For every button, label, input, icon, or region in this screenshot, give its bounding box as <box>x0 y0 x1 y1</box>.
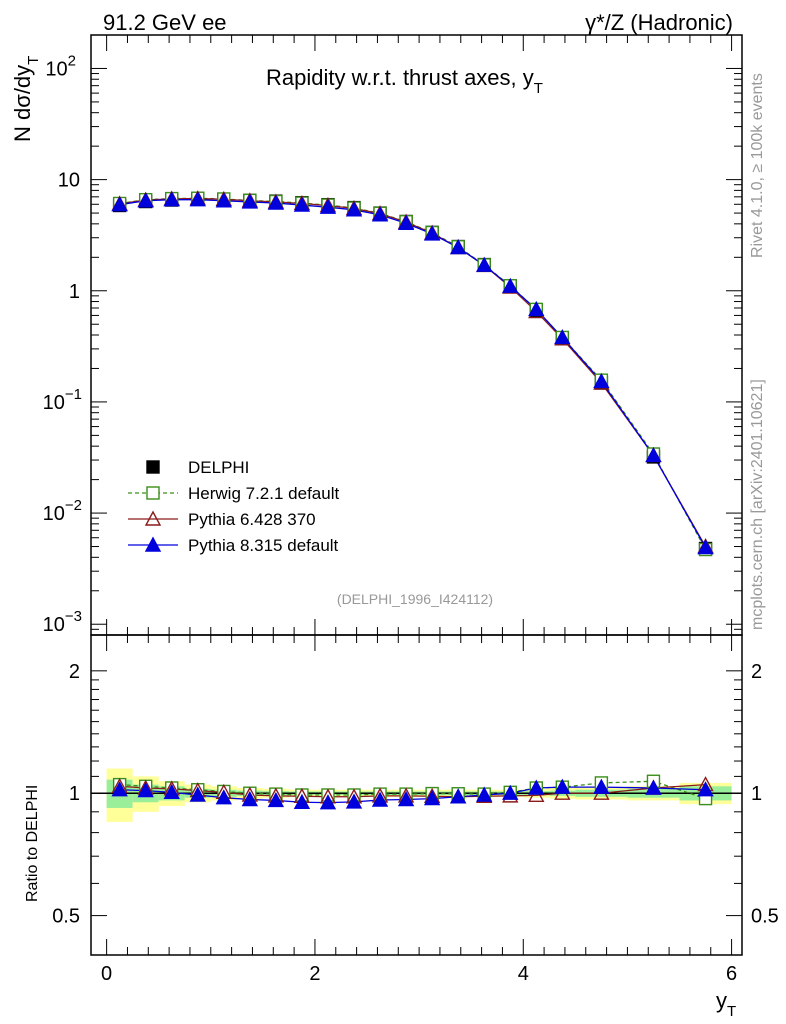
main-y-tick-label: 10−1 <box>43 386 82 414</box>
ratio-point-pythia-8-315-default <box>319 794 337 810</box>
legend-label: Pythia 8.315 default <box>188 536 339 555</box>
main-point-pythia-8-315-default <box>293 196 311 212</box>
legend-marker <box>144 510 162 526</box>
main-point-pythia-8-315-default <box>528 300 545 317</box>
ratio-point-pythia-6-428-370 <box>528 786 545 803</box>
ratio-point-pythia-8-315-default <box>554 778 571 794</box>
main-point-pythia-8-315-default <box>319 198 337 214</box>
ratio-point-pythia-8-315-default <box>397 791 415 807</box>
ratio-y-tick-label-left: 2 <box>69 661 80 683</box>
ratio-point-pythia-8-315-default <box>423 790 441 806</box>
legend-marker <box>144 536 162 552</box>
main-point-pythia-8-315-default <box>502 277 519 293</box>
ratio-point-pythia-8-315-default <box>137 782 154 798</box>
main-point-pythia-8-315-default <box>371 206 389 222</box>
x-tick-label: 6 <box>726 963 737 985</box>
ratio-y-ticks: 0.5 0.5 1 1 2 2 <box>52 661 779 928</box>
main-point-pythia-8-315-default <box>267 194 285 210</box>
ratio-y-tick-label-right: 2 <box>751 661 762 683</box>
main-y-axis-label: N dσ/dyT <box>10 56 42 142</box>
ratio-point-pythia-8-315-default <box>215 789 232 805</box>
main-point-pythia-8-315-default <box>111 196 128 212</box>
ratio-point-pythia-8-315-default <box>189 786 206 802</box>
legend: DELPHI Herwig 7.2.1 default Pythia 6.428 3… <box>128 458 339 555</box>
main-point-pythia-8-315-default <box>645 446 662 463</box>
ratio-point-pythia-8-315-default <box>645 779 662 795</box>
main-point-pythia-8-315-default <box>423 225 441 241</box>
main-point-pythia-8-315-default <box>593 372 610 389</box>
x-ticks: 0 2 4 6 <box>101 35 737 985</box>
main-point-pythia-8-315-default <box>189 191 206 207</box>
ratio-series-layer <box>111 774 714 810</box>
main-point-pythia-8-315-default <box>476 256 493 272</box>
main-series-layer <box>111 190 714 557</box>
ratio-y-tick-label-left: 0.5 <box>52 906 80 928</box>
main-y-tick-label: 1 <box>69 281 80 303</box>
main-point-pythia-8-315-default <box>449 239 467 255</box>
ratio-y-tick-label-right: 0.5 <box>751 906 779 928</box>
main-y-tick-label: 10 <box>58 170 80 192</box>
ratio-panel-frame <box>90 634 743 956</box>
ratio-point-pythia-8-315-default <box>111 781 128 797</box>
ratio-point-pythia-8-315-default <box>502 784 519 800</box>
ratio-point-pythia-8-315-default <box>345 793 363 809</box>
main-point-pythia-8-315-default <box>163 191 180 207</box>
x-tick-label: 2 <box>309 963 320 985</box>
legend-marker <box>146 460 160 474</box>
ratio-y-tick-label-left: 1 <box>69 783 80 805</box>
main-point-pythia-8-315-default <box>137 192 154 208</box>
ratio-point-pythia-8-315-default <box>528 779 545 795</box>
main-y-ticks <box>91 34 742 636</box>
header-right: γ*/Z (Hadronic) <box>585 10 733 35</box>
x-axis-label: yT <box>716 988 736 1020</box>
main-point-pythia-8-315-default <box>397 214 415 230</box>
main-y-tick-label: 10−3 <box>43 608 82 636</box>
main-y-tick-labels: 10−3 10−2 10−1 1 10 102 <box>43 52 82 636</box>
ratio-point-pythia-8-315-default <box>593 778 610 794</box>
main-y-tick-label: 10−2 <box>43 497 82 525</box>
ratio-point-pythia-8-315-default <box>241 791 259 807</box>
ratio-point-pythia-8-315-default <box>293 793 311 809</box>
main-y-tick-label: 102 <box>45 52 76 80</box>
legend-marker <box>146 486 160 500</box>
main-point-pythia-8-315-default <box>554 328 571 345</box>
main-title: Rapidity w.r.t. thrust axes, yT <box>266 65 543 97</box>
legend-label: DELPHI <box>188 458 249 477</box>
rivet-label: Rivet 4.1.0, ≥ 100k events <box>749 73 766 258</box>
x-tick-label: 4 <box>518 963 529 985</box>
ratio-point-pythia-8-315-default <box>163 783 180 800</box>
ratio-point-pythia-8-315-default <box>697 781 714 797</box>
ratio-y-tick-label-right: 1 <box>751 783 762 805</box>
legend-label: Pythia 6.428 370 <box>188 510 316 529</box>
reference-label: (DELPHI_1996_I424112) <box>337 591 493 607</box>
ratio-point-pythia-8-315-default <box>449 788 467 804</box>
legend-label: Herwig 7.2.1 default <box>188 484 339 503</box>
header-left: 91.2 GeV ee <box>103 10 227 35</box>
ratio-y-axis-label: Ratio to DELPHI <box>24 785 41 902</box>
ratio-point-pythia-8-315-default <box>267 791 285 808</box>
ratio-point-pythia-8-315-default <box>476 786 493 802</box>
main-point-pythia-8-315-default <box>697 539 714 555</box>
mcplots-label: mcplots.cern.ch [arXiv:2401.10621] <box>749 379 766 630</box>
main-point-pythia-8-315-default <box>215 192 232 208</box>
main-point-pythia-8-315-default <box>241 193 259 209</box>
main-point-pythia-8-315-default <box>345 201 363 217</box>
ratio-point-pythia-8-315-default <box>371 791 389 807</box>
x-tick-label: 0 <box>101 963 112 985</box>
